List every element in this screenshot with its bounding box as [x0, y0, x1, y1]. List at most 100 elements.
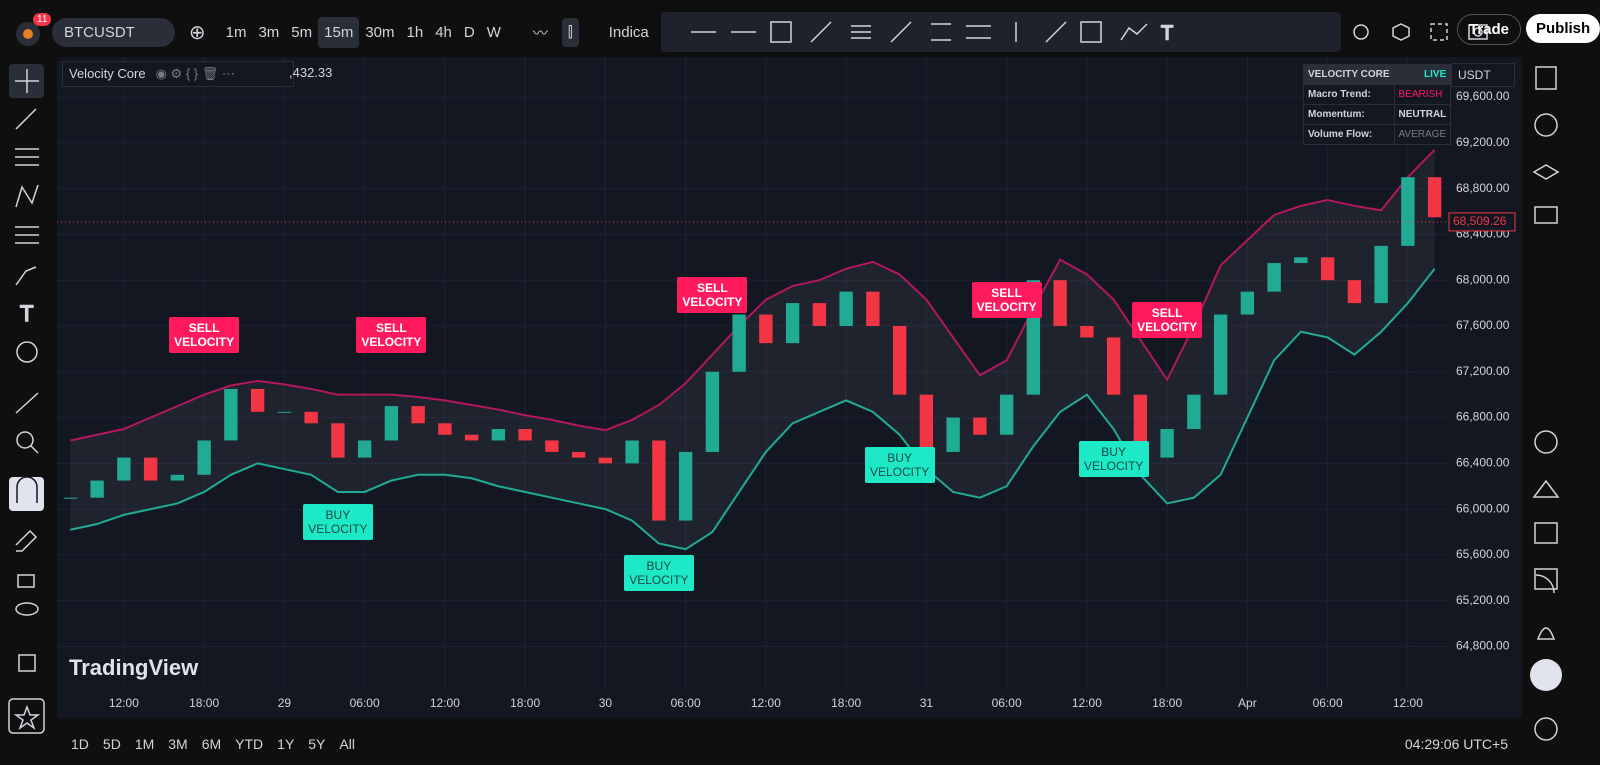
table-row: Volume Flow: AVERAGE — [1303, 124, 1452, 145]
indicators[interactable]: Indica — [608, 23, 649, 41]
drawing-toolbar: T — [660, 12, 1341, 52]
interval-button[interactable]: 5m — [291, 23, 313, 41]
candle — [491, 429, 506, 441]
y-tick-label: 64,800.00 — [1456, 639, 1510, 653]
range-button[interactable]: 1M — [134, 735, 155, 752]
range-button[interactable]: All — [339, 735, 355, 752]
candle — [1213, 314, 1228, 395]
last-price-label: 68,509.26 — [1453, 214, 1507, 228]
candle — [571, 451, 586, 458]
y-tick-label: 66,400.00 — [1456, 456, 1510, 470]
clock: 04:29:06 UTC+5 — [1404, 736, 1508, 752]
avatar[interactable] — [8, 12, 48, 52]
range-button[interactable]: 3M — [168, 735, 188, 752]
x-tick-label: 12:00 — [109, 696, 139, 710]
interval-button[interactable]: 30m — [365, 23, 395, 41]
add-symbol[interactable]: ⊕ — [188, 21, 206, 44]
status-table: VELOCITY CORE LIVE Macro Trend: BEARISH Mome… — [1303, 64, 1452, 145]
svg-text:T: T — [1161, 22, 1173, 44]
range-button[interactable]: 6M — [201, 735, 222, 752]
trade-button[interactable]: Trade — [1457, 14, 1522, 45]
table-cell: NEUTRAL — [1393, 104, 1452, 125]
candle — [1347, 280, 1362, 304]
candle — [384, 406, 399, 441]
candle — [1427, 177, 1442, 218]
intervals: 1m 3m 5m 15m 30m 1h 4h D W — [220, 16, 507, 48]
interval-button[interactable]: W — [486, 23, 501, 41]
svg-text:T: T — [20, 301, 33, 326]
candle — [357, 440, 372, 458]
candle — [545, 440, 559, 452]
candle — [63, 497, 78, 499]
x-tick-label: Apr — [1238, 696, 1257, 710]
upper-band — [70, 149, 1436, 442]
range-button[interactable]: 1Y — [277, 735, 295, 752]
sell-signal: SELL VELOCITY — [356, 316, 427, 353]
currency-select[interactable]: USDT — [1451, 63, 1515, 87]
bottom-bar: 04:29:06 UTC+5 1D 5D 1M 3M 6M YTD 1Y 5Y All — [57, 722, 1522, 765]
table-cell: Macro Trend: — [1303, 84, 1395, 105]
x-tick-label: 12:00 — [1393, 696, 1423, 710]
chart-style[interactable]: 〰 — [532, 24, 548, 42]
candle — [197, 440, 211, 475]
candle — [90, 480, 104, 498]
range-button[interactable]: 1D — [71, 735, 89, 752]
candle — [464, 434, 479, 441]
candles-style[interactable]: ⫿ — [561, 17, 579, 47]
x-tick-label: 18:00 — [1152, 696, 1182, 710]
candle — [946, 417, 960, 452]
candle — [1080, 325, 1094, 338]
x-tick-label: 29 — [278, 696, 292, 710]
indicator-legend[interactable]: Velocity Core ◉ ⚙ { } 🗑 ⋯ — [62, 61, 294, 87]
candle — [1160, 429, 1174, 458]
candle — [1294, 257, 1308, 264]
candle — [224, 388, 238, 441]
table-cell: Volume Flow: — [1303, 124, 1395, 145]
buy-signal: BUY VELOCITY — [623, 555, 694, 592]
chart-pane[interactable]: 64,800.00 65,200.00 65,600.00 66,000.00 66,4… — [57, 57, 1522, 718]
table-cell: BEARISH — [1393, 84, 1452, 105]
sell-signal: SELL VELOCITY — [677, 276, 748, 313]
table-row: Macro Trend: BEARISH — [1303, 84, 1452, 105]
table-cell: Momentum: — [1303, 104, 1395, 125]
candle — [625, 440, 639, 464]
chart: 64,800.00 65,200.00 65,600.00 66,000.00 66,4… — [57, 57, 1516, 710]
x-tick-label: 06:00 — [350, 696, 380, 710]
sell-signal: SELL VELOCITY — [1132, 301, 1203, 338]
x-tick-label: 31 — [920, 696, 934, 710]
x-tick-label: 18:00 — [189, 696, 219, 710]
candle — [1374, 245, 1388, 304]
candle — [117, 457, 131, 481]
range-button[interactable]: YTD — [235, 735, 264, 752]
interval-button[interactable]: 1h — [406, 23, 424, 41]
candle — [973, 417, 987, 435]
interval-button[interactable]: 4h — [435, 23, 452, 41]
right-toolbar — [1530, 66, 1562, 741]
x-tick-label: 06:00 — [671, 696, 701, 710]
x-tick-label: 30 — [599, 696, 613, 710]
candle — [732, 314, 746, 372]
buy-signal: BUY VELOCITY — [1078, 441, 1149, 478]
candle — [839, 291, 853, 326]
left-toolbar: T — [8, 64, 45, 734]
range-button[interactable]: 5Y — [308, 735, 326, 752]
x-tick-label: 18:00 — [831, 696, 861, 710]
range-button[interactable]: 5D — [102, 735, 121, 752]
symbol-search[interactable]: BTCUSDT — [52, 17, 175, 47]
interval-button[interactable]: D — [463, 23, 475, 41]
y-tick-label: 68,000.00 — [1456, 272, 1510, 286]
candle — [143, 457, 158, 481]
table-row: Momentum: NEUTRAL — [1303, 104, 1452, 125]
interval-button[interactable]: 1m — [225, 23, 247, 41]
publish-button[interactable]: Publish — [1526, 14, 1600, 43]
buy-signal: BUY VELOCITY — [302, 503, 373, 540]
candle — [411, 406, 425, 424]
interval-button[interactable]: 3m — [258, 23, 280, 41]
y-tick-label: 65,600.00 — [1456, 547, 1510, 561]
interval-button[interactable]: 15m — [318, 16, 360, 48]
y-tick-label: 66,000.00 — [1456, 501, 1510, 515]
sell-signal: SELL VELOCITY — [169, 316, 240, 353]
band-fill — [70, 149, 1435, 550]
y-tick-label: 68,800.00 — [1456, 181, 1510, 195]
legend-value: ,432.33 — [289, 65, 333, 80]
